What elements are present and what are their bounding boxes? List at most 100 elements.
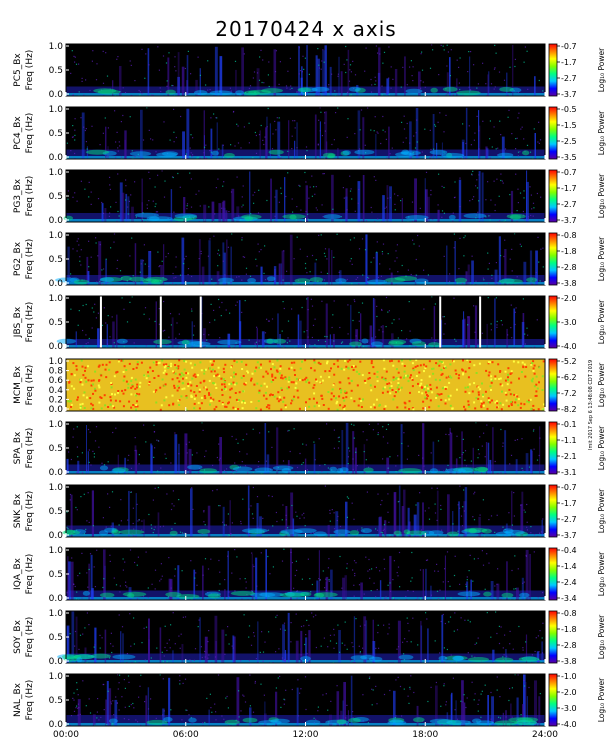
colorbar-tick-label: -2.0 [561,688,577,697]
station-label: PG3_Bx [13,178,23,213]
spectrogram-texture [63,170,545,223]
panel-pc5-bx: 1.0 0.5 0.0 PC5_Bx Freq (Hz) -0.7 -1.7 -2.7 -3.7… [13,42,606,100]
y-tick-label: 0.4 [49,386,64,396]
y-tick-label: 1.0 [49,168,64,178]
colorbar [548,358,558,412]
panel-nal-bx: 1.0 0.5 0.0 NAL_Bx Freq (Hz) -1.0 -2.0 -3.0 -4.0… [13,672,606,730]
y-tick-label: 0.8 [49,367,64,377]
colorbar-tick-label: -1.7 [561,499,577,508]
colorbar-tick-label: -6.2 [561,373,577,382]
y-tick-label: 1.0 [49,42,64,52]
y-axis-label: Freq (Hz) [25,239,35,280]
y-tick-label: 1.0 [49,294,64,304]
colorbar [548,484,558,538]
y-tick-label: 0.0 [49,531,64,541]
y-tick-label: 1.0 [49,105,64,115]
colorbar-tick-label: -1.5 [561,121,577,130]
data-gap-line [479,296,482,348]
colorbar-label: Log₁₀ Power [597,677,606,722]
colorbar [548,169,558,223]
colorbar-tick-label: -1.7 [561,184,577,193]
colorbar-tick-label: -0.7 [561,168,577,177]
colorbar-tick-label: -0.8 [561,609,577,618]
y-axis-label: Freq (Hz) [25,302,35,343]
colorbar-tick-label: -1.1 [561,436,577,445]
figure-title: 20170424 x axis [215,17,397,41]
data-gap-line [159,296,162,348]
x-tick-label: 06:00 [173,730,199,740]
y-tick-label: 0.0 [49,405,64,415]
y-tick-label: 1.0 [49,672,64,682]
y-tick-label: 0.5 [49,66,63,76]
colorbar-tick-label: -3.4 [561,594,577,603]
colorbar-tick-label: -0.7 [561,483,577,492]
y-tick-label: 1.0 [49,357,64,367]
data-gap-line [439,296,442,348]
colorbar-tick-label: -2.8 [561,641,577,650]
colorbar-tick-label: -3.7 [561,90,577,99]
colorbar [548,295,558,349]
colorbar-tick-label: -1.8 [561,247,577,256]
colorbar-tick-label: -3.1 [561,468,577,477]
panel-mcm-bx: 1.00.80.60.40.20.0 MCM_Bx Freq (Hz) -5.2 -6.… [13,357,606,415]
y-axis-label: Freq (Hz) [25,113,35,154]
colorbar-tick-label: -2.7 [561,200,577,209]
y-tick-label: 1.0 [49,420,64,430]
station-label: SPA_Bx [13,431,23,464]
y-tick-label: 0.0 [49,216,64,226]
colorbar-tick-label: -0.8 [561,231,577,240]
y-tick-label: 0.5 [49,633,63,643]
y-axis-label: Freq (Hz) [25,428,35,469]
y-tick-label: 0.0 [49,657,64,667]
colorbar-tick-label: -1.8 [561,625,577,634]
y-tick-label: 0.0 [49,720,64,730]
x-tick-label: 00:00 [53,730,79,740]
colorbar-tick-label: -2.1 [561,452,577,461]
station-label: SOY_Bx [13,619,23,653]
colorbar [548,421,558,475]
colorbar-tick-label: -3.0 [561,704,577,713]
y-tick-label: 1.0 [49,546,64,556]
colorbar [548,43,558,97]
colorbar-tick-label: -3.7 [561,531,577,540]
y-tick-label: 0.5 [49,255,63,265]
colorbar-tick-label: -0.1 [561,420,577,429]
colorbar-label: Log₁₀ Power [597,614,606,659]
colorbar-label: Log₁₀ Power [597,110,606,155]
colorbar-tick-label: -2.5 [561,137,577,146]
y-tick-label: 0.5 [49,444,63,454]
spectrogram-texture [66,359,545,411]
colorbar [548,610,558,664]
colorbar-tick-label: -1.4 [561,562,577,571]
y-axis-label: Freq (Hz) [25,617,35,658]
y-tick-label: 0.5 [49,129,63,139]
colorbar-label: Log₁₀ Power [597,236,606,281]
panel-pc4-bx: 1.0 0.5 0.0 PC4_Bx Freq (Hz) -0.5 -1.5 -2.5 -3.5… [13,105,606,163]
y-tick-label: 0.0 [49,594,64,604]
colorbar-label: Log₁₀ Power [597,47,606,92]
colorbar-tick-label: -3.5 [561,153,577,162]
colorbar-tick-label: -8.2 [561,405,577,414]
colorbar-tick-label: -2.7 [561,74,577,83]
colorbar [548,106,558,160]
colorbar-tick-label: -2.4 [561,578,577,587]
y-tick-label: 0.5 [49,507,63,517]
y-tick-label: 1.0 [49,609,64,619]
colorbar-tick-label: -0.4 [561,546,577,555]
colorbar [548,673,558,727]
colorbar-tick-label: -3.7 [561,216,577,225]
y-tick-label: 0.0 [49,342,64,352]
colorbar-tick-label: -0.7 [561,42,577,51]
station-label: JBS_Bx [13,306,23,338]
colorbar-tick-label: -5.2 [561,357,577,366]
panel-iqa-bx: 1.0 0.5 0.0 IQA_Bx Freq (Hz) -0.4 -1.4 -2.4 -3.4… [13,546,606,604]
y-axis-label: Freq (Hz) [25,176,35,217]
y-axis-label: Freq (Hz) [25,491,35,532]
data-gap-line [199,296,202,348]
colorbar-tick-label: -4.0 [561,342,577,351]
colorbar-tick-label: -3.8 [561,279,577,288]
colorbar [548,232,558,286]
panel-snk-bx: 1.0 0.5 0.0 SNK_Bx Freq (Hz) -0.7 -1.7 -2.7 -3.7… [13,483,606,541]
panel-pg2-bx: 1.0 0.5 0.0 PG2_Bx Freq (Hz) -0.8 -1.8 -2.8 -3.8… [13,231,606,289]
